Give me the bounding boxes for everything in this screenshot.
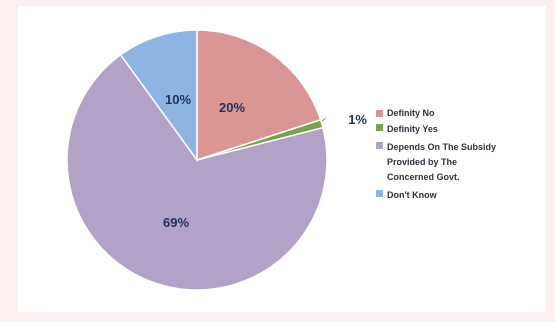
legend-item-don-t-know: Don't Know bbox=[376, 188, 555, 203]
pie-slices bbox=[66, 29, 328, 291]
chart-legend: Definity No Definity Yes Depends On The Su… bbox=[376, 108, 555, 206]
legend-swatch bbox=[376, 190, 383, 197]
legend-swatch bbox=[376, 110, 383, 117]
legend-swatch bbox=[376, 142, 383, 149]
legend-swatch bbox=[376, 124, 383, 131]
data-label-definity-yes: 1% bbox=[348, 112, 367, 127]
legend-item-definity-no: Definity No bbox=[376, 108, 555, 119]
pie-slice-definity-no bbox=[196, 29, 322, 162]
data-label-depends-on-the-subsidy: 69% bbox=[163, 215, 189, 230]
leader-line bbox=[321, 117, 327, 122]
legend-label: Definity No bbox=[387, 108, 435, 118]
pie-labels: 20% 1% 69% 10% bbox=[163, 92, 367, 230]
pie-slice-don-t-know bbox=[119, 29, 198, 163]
data-label-definity-no: 20% bbox=[219, 100, 245, 115]
legend-label: Definity Yes bbox=[387, 124, 438, 134]
legend-item-depends-on-the-subsidy: Depends On The Subsidy Provided by The C… bbox=[376, 140, 555, 185]
legend-label: Don't Know bbox=[387, 190, 437, 200]
pie-slice-depends-on-the-subsidy bbox=[66, 53, 328, 291]
legend-label: Depends On The Subsidy Provided by The C… bbox=[387, 142, 497, 182]
data-label-don-t-know: 10% bbox=[165, 92, 191, 107]
legend-item-definity-yes: Definity Yes bbox=[376, 122, 555, 137]
